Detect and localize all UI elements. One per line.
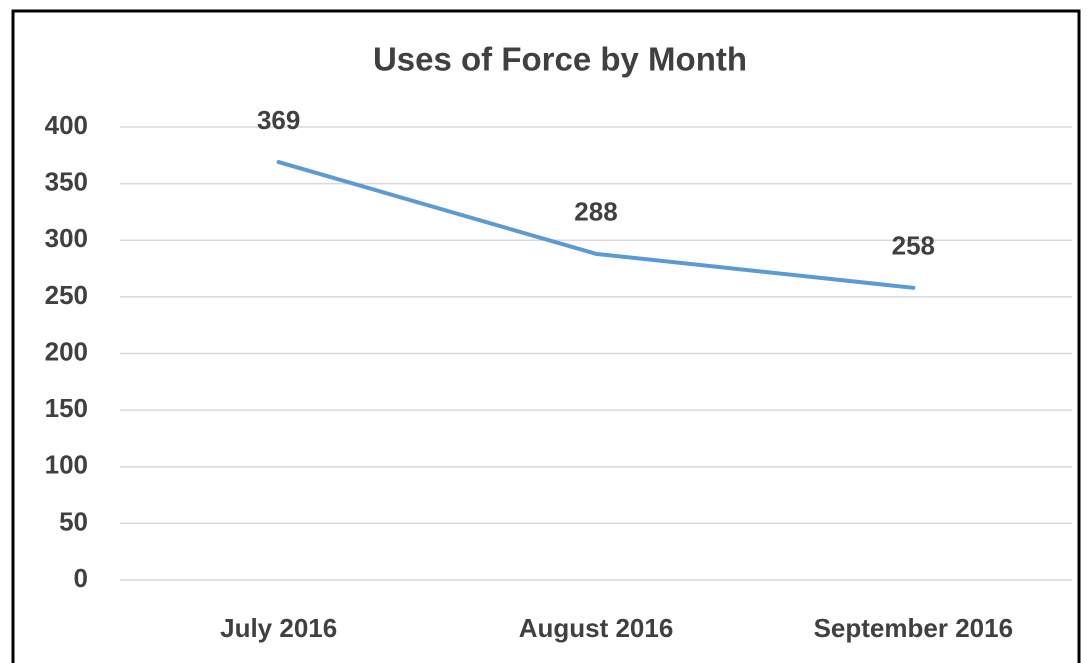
y-tick-label: 100 [45,450,88,480]
y-tick-label: 250 [45,280,88,310]
y-tick-label: 300 [45,223,88,253]
y-tick-label: 150 [45,393,88,423]
y-tick-label: 350 [45,167,88,197]
data-label: 258 [892,231,935,261]
y-tick-label: 400 [45,110,88,140]
line [276,160,916,290]
x-tick-label: July 2016 [220,613,337,643]
chart-title: Uses of Force by Month [373,41,747,78]
y-tick-label: 200 [45,336,88,366]
x-tick-label: September 2016 [814,613,1013,643]
data-label: 369 [257,105,300,135]
data-label: 288 [574,197,617,227]
x-tick-label: August 2016 [519,613,674,643]
chart-border [11,9,1081,663]
y-tick-label: 50 [59,506,88,536]
y-tick-label: 0 [74,563,88,593]
